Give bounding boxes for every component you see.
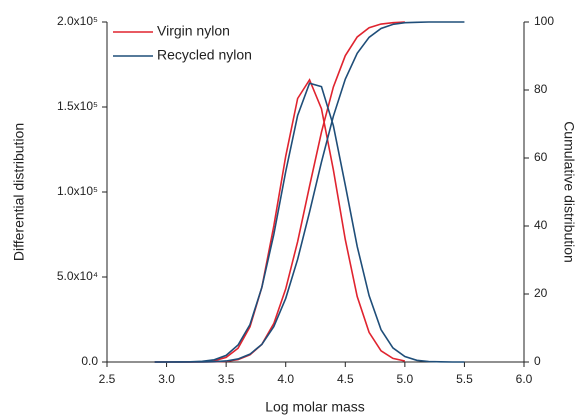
differential-line <box>154 82 465 363</box>
x-axis-title: Log molar mass <box>265 399 365 415</box>
legend-label: Recycled nylon <box>157 47 252 63</box>
x-tick-label: 5.5 <box>456 372 473 386</box>
cumulative-line <box>154 21 465 363</box>
y-tick-label: 0.0 <box>81 354 98 368</box>
y-tick-label: 2.0x10⁵ <box>57 14 98 28</box>
y-tick-label: 5.0x10⁴ <box>57 269 98 283</box>
x-tick-label: 4.0 <box>277 372 294 386</box>
y2-tick-label: 0 <box>534 354 541 368</box>
x-tick-label: 3.0 <box>158 372 175 386</box>
y2-tick-label: 100 <box>534 14 554 28</box>
x-tick-label: 5.0 <box>397 372 414 386</box>
differential-line <box>154 78 406 363</box>
x-tick-label: 6.0 <box>516 372 533 386</box>
y2-axis-title: Cumulative distribution <box>561 121 577 263</box>
y-tick-label: 1.0x10⁵ <box>57 184 98 198</box>
y2-tick-label: 40 <box>534 218 548 232</box>
y2-tick-label: 80 <box>534 82 548 96</box>
legend-label: Virgin nylon <box>157 23 230 39</box>
y-axis-title: Differential distribution <box>11 123 27 261</box>
x-tick-label: 4.5 <box>337 372 354 386</box>
x-tick-label: 3.5 <box>218 372 235 386</box>
y-tick-label: 1.5x10⁵ <box>57 99 98 113</box>
x-tick-label: 2.5 <box>99 372 116 386</box>
y2-tick-label: 60 <box>534 150 548 164</box>
y2-tick-label: 20 <box>534 286 548 300</box>
